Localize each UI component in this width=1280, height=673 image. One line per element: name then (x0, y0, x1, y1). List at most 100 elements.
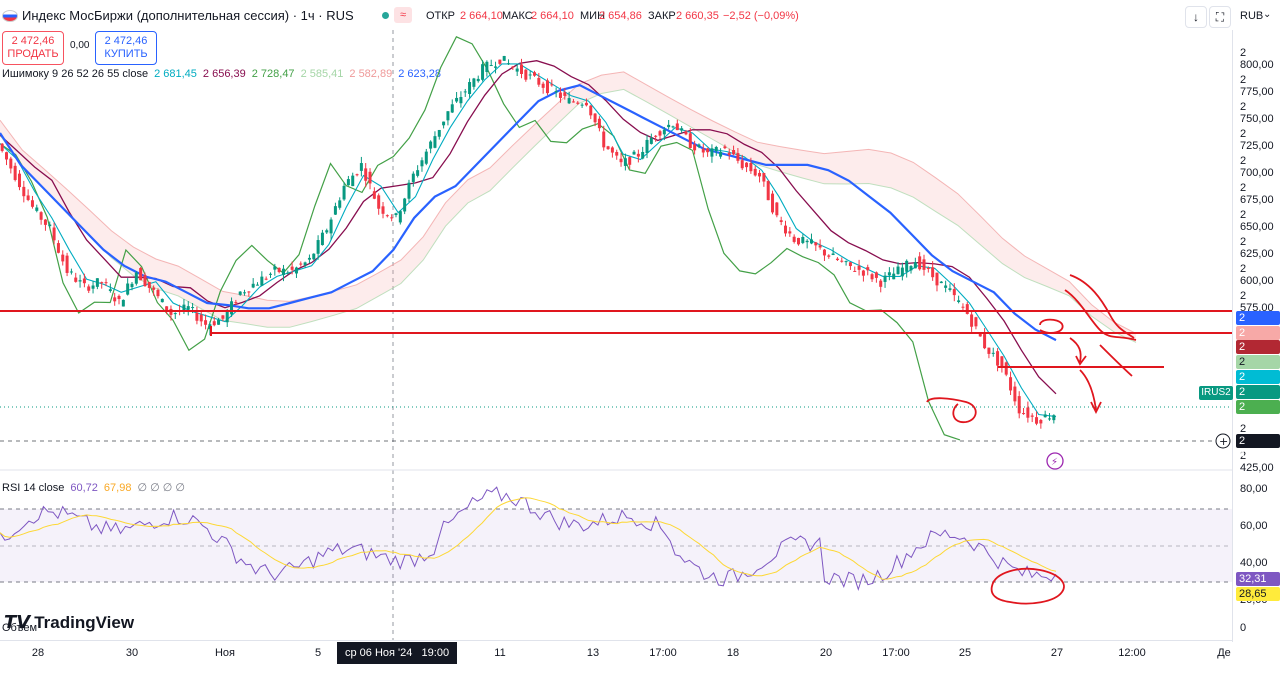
rsi-tag: 28,65 (1236, 587, 1280, 601)
candle-body (532, 72, 536, 76)
time-label: 28 (31, 647, 45, 659)
price-tick-label: 2 675,00 (1240, 182, 1274, 206)
rsi-legend[interactable]: RSI 14 close 60,72 67,98 ∅ ∅ ∅ ∅ (2, 481, 185, 495)
candle-body (857, 265, 861, 270)
candle-body (931, 267, 935, 278)
candle-body (935, 272, 939, 286)
candle-body (593, 113, 597, 123)
ichimoku-cloud (0, 71, 1137, 343)
candle-body (385, 215, 389, 217)
time-label: 20 (819, 647, 833, 659)
candle-body (892, 273, 896, 280)
freehand-curve-2[interactable] (1069, 274, 1135, 339)
price-tag: 2 544,01 (1236, 311, 1280, 338)
candle-body (788, 231, 792, 234)
sell-button[interactable]: 2 472,46 ПРОДАТЬ (2, 31, 64, 65)
tradingview-logo: 𝙏𝙑 TradingView (4, 612, 134, 633)
candle-body (900, 267, 904, 277)
candle-body (688, 133, 692, 149)
candle-body (1000, 356, 1004, 368)
candle-body (948, 288, 952, 290)
time-label: 5 (314, 647, 322, 659)
candle-body (589, 105, 593, 116)
price-axis[interactable] (1232, 30, 1280, 642)
indicator-lines (0, 36, 1057, 441)
buy-button[interactable]: 2 472,46 КУПИТЬ (95, 31, 157, 65)
candle-body (160, 298, 164, 303)
candle-body (602, 131, 606, 148)
candle-body (338, 200, 342, 208)
price-tick-label: 2 700,00 (1240, 155, 1274, 179)
candle-body (775, 202, 779, 216)
buy-price: 2 472,46 (104, 35, 148, 47)
download-icon[interactable]: ↓ (1185, 6, 1207, 28)
candle-body (580, 104, 584, 106)
header-bar: Индекс МосБиржи (дополнительная сессия) … (0, 0, 1280, 30)
price-chart[interactable]: ⚡ + (0, 0, 1232, 672)
time-label: 17:00 (882, 647, 910, 659)
sell-label: ПРОДАТЬ (7, 48, 59, 60)
candle-body (407, 182, 411, 199)
time-axis[interactable] (0, 640, 1232, 673)
freehand-arrow-3[interactable] (1099, 344, 1133, 377)
candle-body (303, 262, 307, 266)
candle-body (87, 286, 91, 291)
candle-body (831, 253, 835, 256)
candle-body (1009, 377, 1013, 391)
candle-body (879, 280, 883, 287)
candle-body (636, 153, 640, 157)
candle-body (403, 198, 407, 212)
candle-body (926, 268, 930, 270)
add-level-icon[interactable] (1215, 433, 1231, 449)
currency-label[interactable]: RUB (1240, 10, 1264, 22)
ohlc-close-label: ЗАКР (648, 10, 676, 22)
candle-body (861, 270, 865, 276)
brand-name: TradingView (34, 612, 135, 632)
compare-icon[interactable]: ≈ (394, 7, 412, 23)
candle-body (225, 310, 229, 323)
candle-body (905, 260, 909, 272)
time-label: 18 (726, 647, 740, 659)
candle-body (680, 128, 684, 131)
symbol-title[interactable]: Индекс МосБиржи (дополнительная сессия) … (22, 8, 354, 23)
freehand-arrow-2[interactable] (1079, 369, 1102, 415)
crosshair-time-label: ср 06 Ноя '24 19:00 (337, 642, 458, 664)
rsi-lines (0, 486, 1057, 592)
candle-body (766, 181, 770, 201)
ichimoku-legend[interactable]: Ишимоку 9 26 52 26 55 close 2 681,45 2 6… (2, 68, 441, 80)
candle-body (91, 285, 95, 289)
candle-body (78, 280, 82, 282)
fullscreen-icon[interactable]: ⛶ (1209, 6, 1231, 28)
ohlc-low-label: МИН (580, 10, 606, 22)
lightning-icon[interactable] (1046, 452, 1064, 470)
candle-body (965, 304, 969, 314)
buy-label: КУПИТЬ (104, 48, 148, 60)
candle-body (801, 236, 805, 243)
lightning-glyph: ⚡ (1051, 457, 1058, 468)
candle-body (281, 268, 285, 275)
candle-body (796, 237, 800, 245)
candle-body (719, 151, 723, 157)
candle-body (498, 59, 502, 64)
candle-body (368, 171, 372, 184)
candle-body (489, 65, 493, 67)
candle-body (351, 175, 355, 187)
time-label: 25 (958, 647, 972, 659)
freehand-rsi-ellipse[interactable] (990, 567, 1065, 605)
candle-body (818, 245, 822, 248)
candle-body (130, 283, 134, 288)
candle-body (701, 148, 705, 153)
freehand-ellipse-small[interactable] (1039, 318, 1064, 334)
price-tag: 2 440,43 (1236, 434, 1280, 461)
freehand-swoosh[interactable] (926, 397, 977, 423)
candle-body (195, 312, 199, 321)
candle-body (13, 165, 17, 180)
candle-body (113, 297, 117, 302)
candle-body (359, 163, 363, 171)
candle-body (1022, 413, 1026, 415)
candle-body (918, 256, 922, 270)
chevron-down-icon[interactable]: ⌄ (1263, 9, 1272, 20)
freehand-curve-1[interactable] (1064, 289, 1137, 341)
freehand-arrow-1[interactable] (1069, 337, 1087, 366)
candle-body (56, 243, 60, 253)
